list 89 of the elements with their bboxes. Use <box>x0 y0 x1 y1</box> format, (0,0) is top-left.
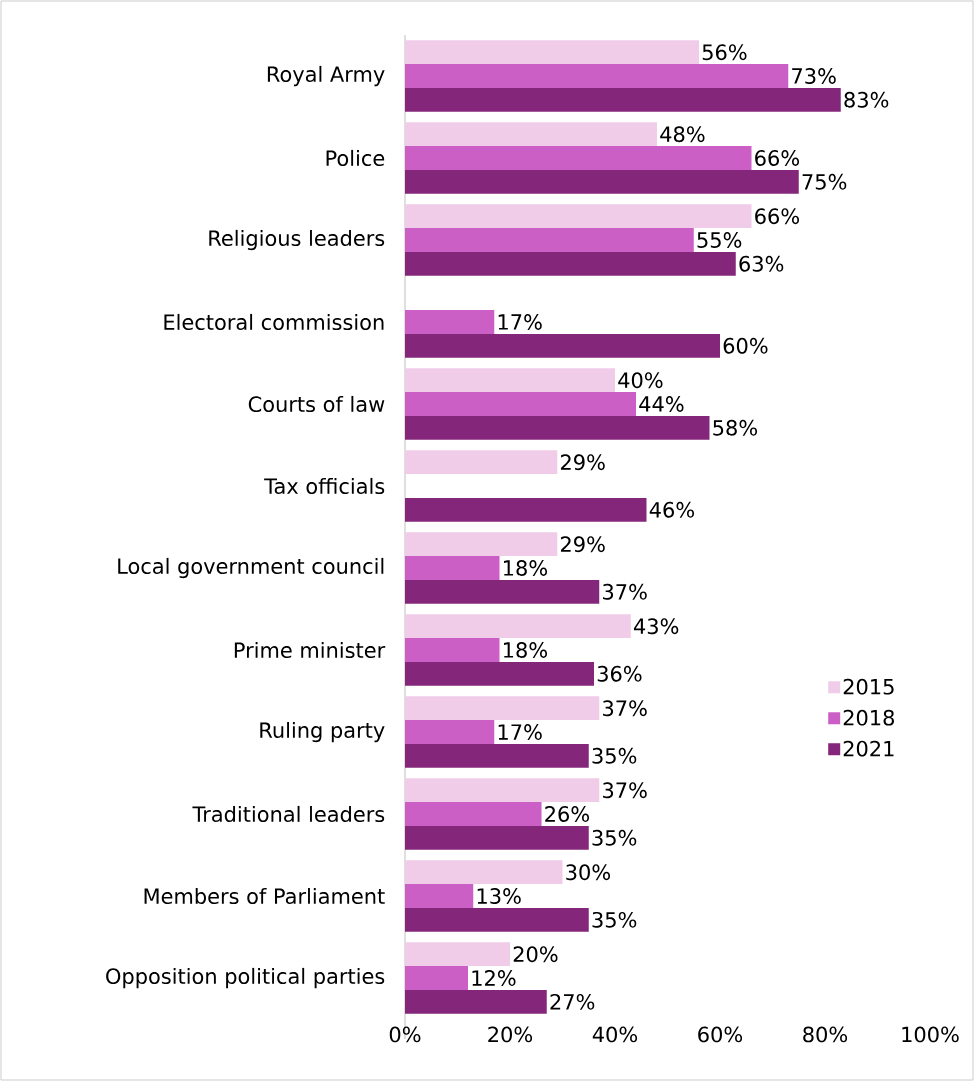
y-tick-label: Traditional leaders <box>192 805 385 823</box>
bar <box>405 415 710 440</box>
data-label: 17% <box>498 724 542 740</box>
data-label: 17% <box>498 314 542 330</box>
bar <box>405 638 500 662</box>
data-label: 30% <box>566 864 611 881</box>
bar <box>405 392 636 416</box>
y-tick-label: Ruling party <box>260 721 385 743</box>
data-label: 83% <box>844 91 889 108</box>
bar <box>405 333 720 358</box>
data-label: 12% <box>472 970 516 986</box>
bar <box>405 614 631 639</box>
data-label: 37% <box>603 583 647 600</box>
data-label: 56% <box>702 44 747 61</box>
data-label: 66% <box>755 208 800 225</box>
legend-label: 2015 <box>843 678 894 695</box>
data-label: 46% <box>649 501 695 518</box>
bar <box>405 228 694 252</box>
bar <box>405 169 799 194</box>
bar <box>405 368 615 393</box>
bar <box>405 204 752 229</box>
data-label: 73% <box>792 68 836 84</box>
data-label: 43% <box>633 618 679 635</box>
y-tick-label: Prime minister <box>234 641 386 659</box>
x-tick-label: 0% <box>389 1026 421 1043</box>
bar <box>405 907 589 932</box>
bar <box>405 802 542 826</box>
bar <box>405 64 789 88</box>
bar <box>405 743 589 768</box>
data-label: 48% <box>660 126 705 143</box>
data-label: 26% <box>545 806 590 822</box>
y-tick-label: Police <box>326 149 385 167</box>
data-label: 37% <box>603 782 647 799</box>
x-tick-label: 80% <box>803 1026 848 1043</box>
data-label: 35% <box>592 911 637 928</box>
bar <box>405 122 657 147</box>
data-label: 66% <box>755 150 800 166</box>
x-tick-label: 100% <box>902 1026 959 1043</box>
data-label: 75% <box>802 173 847 190</box>
bar <box>405 778 600 803</box>
bar <box>405 87 841 112</box>
data-label: 20% <box>513 946 558 963</box>
y-tick-label: Opposition political parties <box>106 967 385 989</box>
bar <box>405 251 736 276</box>
x-tick-label: 60% <box>698 1026 743 1043</box>
bar <box>405 310 495 334</box>
bar <box>405 989 547 1014</box>
data-label: 35% <box>592 747 637 764</box>
bar <box>405 825 589 850</box>
data-label: 55% <box>697 232 742 248</box>
bar <box>405 966 468 990</box>
x-tick-label: 20% <box>488 1026 533 1043</box>
y-tick-label: Courts of law <box>248 395 385 413</box>
bar <box>405 696 600 721</box>
bar <box>405 532 558 557</box>
bar <box>405 497 647 522</box>
data-label: 27% <box>550 993 595 1010</box>
bar <box>405 40 699 65</box>
y-tick-label: Tax officials <box>264 477 385 495</box>
bar <box>405 579 600 604</box>
data-label: 29% <box>560 536 605 553</box>
bar <box>405 720 495 744</box>
y-tick-label: Royal Army <box>267 65 385 87</box>
data-label: 18% <box>503 642 548 658</box>
data-label: 13% <box>477 888 521 904</box>
legend-label: 2018 <box>843 709 894 726</box>
y-tick-label: Local government council <box>118 557 384 579</box>
y-tick-label: Members of Parliament <box>144 887 385 905</box>
data-label: 44% <box>639 396 684 412</box>
bar <box>405 146 752 170</box>
y-tick-label: Electoral commission <box>164 313 384 331</box>
legend-label: 2021 <box>843 740 894 757</box>
data-label: 37% <box>603 700 647 717</box>
data-label: 40% <box>618 372 663 389</box>
data-label: 18% <box>503 560 548 576</box>
bar <box>405 450 558 475</box>
x-tick-label: 40% <box>592 1026 638 1043</box>
data-label: 58% <box>713 419 758 436</box>
y-tick-label: Religious leaders <box>209 229 385 251</box>
bar <box>405 860 563 885</box>
data-label: 29% <box>560 454 605 471</box>
data-label: 36% <box>597 665 642 682</box>
bar <box>405 661 594 686</box>
bar <box>405 884 474 908</box>
data-label: 60% <box>723 337 768 354</box>
bar <box>405 556 500 580</box>
data-label: 35% <box>592 829 637 846</box>
data-label: 63% <box>739 255 784 272</box>
bar <box>405 942 510 967</box>
